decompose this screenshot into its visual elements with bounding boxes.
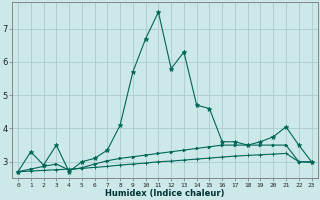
X-axis label: Humidex (Indice chaleur): Humidex (Indice chaleur) (105, 189, 225, 198)
